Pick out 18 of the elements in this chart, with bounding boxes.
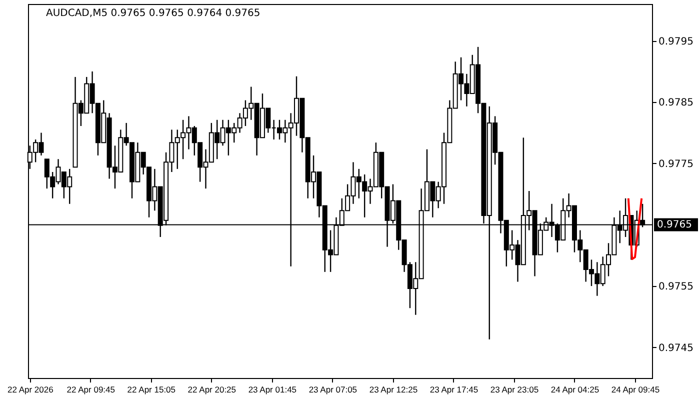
x-tick-label: 23 Apr 23:05: [490, 384, 539, 394]
x-tick-label: 22 Apr 09:45: [66, 384, 116, 394]
y-tick-label: 0.9795: [658, 36, 694, 48]
x-tick-label: 24 Apr 04:25: [550, 384, 600, 394]
x-tick-label: 22 Apr 2026: [7, 384, 54, 394]
x-tick-label: 23 Apr 17:45: [430, 384, 478, 394]
y-tick-label: 0.9745: [658, 342, 694, 354]
chart-title: AUDCAD,M5 0.9765 0.9765 0.9764 0.9765: [46, 8, 260, 19]
x-tick-label: 23 Apr 01:45: [248, 384, 297, 394]
x-tick-label: 24 Apr 09:45: [611, 384, 660, 394]
y-tick-label: 0.9775: [658, 158, 694, 170]
x-tick-label: 22 Apr 20:25: [188, 384, 236, 394]
y-tick-label: 0.9755: [658, 282, 694, 293]
x-tick-label: 23 Apr 07:05: [308, 384, 358, 394]
ref-line-label: 0.9765: [657, 220, 692, 231]
x-tick-label: 23 Apr 12:25: [369, 384, 418, 394]
y-tick-label: 0.9785: [658, 98, 694, 109]
x-tick-label: 22 Apr 15:05: [127, 384, 176, 394]
